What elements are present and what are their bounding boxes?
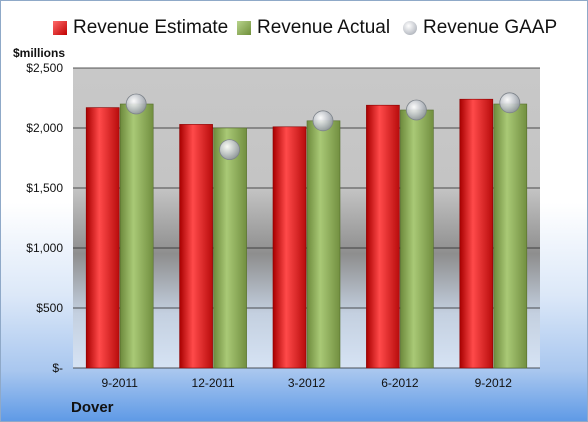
bar-revenue-estimate <box>179 124 213 369</box>
x-axis-ticks: 9-2011 12-2011 3-2012 6-2012 9-2012 <box>101 376 512 390</box>
y-tick-label: $500 <box>36 301 63 315</box>
marker-revenue-gaap <box>312 110 334 132</box>
legend-swatch-estimate <box>53 21 67 35</box>
y-axis-unit-label: $millions <box>13 46 66 60</box>
legend-label-actual: Revenue Actual <box>257 17 391 38</box>
company-name: Dover <box>71 399 114 416</box>
bar-revenue-estimate <box>85 107 120 369</box>
marker-revenue-gaap <box>125 93 147 115</box>
bar-revenue-estimate <box>272 126 307 369</box>
legend: Revenue Estimate Revenue Actual Revenue … <box>1 17 587 41</box>
bar-revenue-actual <box>213 127 247 369</box>
x-tick-label: 9-2011 <box>101 376 138 390</box>
x-tick-label: 12-2011 <box>192 376 235 390</box>
bars <box>85 98 528 369</box>
bar-revenue-estimate <box>459 98 494 369</box>
legend-label-gaap: Revenue GAAP <box>423 17 558 38</box>
bar-revenue-actual <box>400 109 434 369</box>
bar-revenue-actual <box>119 103 154 369</box>
legend-item-gaap: Revenue GAAP <box>403 17 557 39</box>
bar-revenue-actual <box>493 103 528 369</box>
y-tick-label: $1,500 <box>26 181 63 195</box>
legend-swatch-actual <box>237 21 251 35</box>
legend-marker-gaap <box>403 21 417 35</box>
legend-item-actual: Revenue Actual <box>237 17 390 39</box>
legend-item-estimate: Revenue Estimate <box>53 17 228 39</box>
y-tick-label: $- <box>52 361 63 375</box>
y-tick-label: $1,000 <box>26 241 63 255</box>
bar-revenue-actual <box>306 120 341 369</box>
y-axis-ticks: $- $500 $1,000 $1,500 $2,000 $2,500 <box>26 61 63 375</box>
y-tick-label: $2,000 <box>26 121 63 135</box>
marker-revenue-gaap <box>405 99 427 121</box>
y-tick-label: $2,500 <box>26 61 63 75</box>
gaap-markers <box>125 92 521 161</box>
x-tick-label: 9-2012 <box>475 376 513 390</box>
bar-revenue-estimate <box>366 104 400 369</box>
marker-revenue-gaap <box>219 139 241 161</box>
x-tick-label: 3-2012 <box>288 376 326 390</box>
x-tick-label: 6-2012 <box>381 376 419 390</box>
legend-label-estimate: Revenue Estimate <box>73 17 229 38</box>
marker-revenue-gaap <box>499 92 521 114</box>
